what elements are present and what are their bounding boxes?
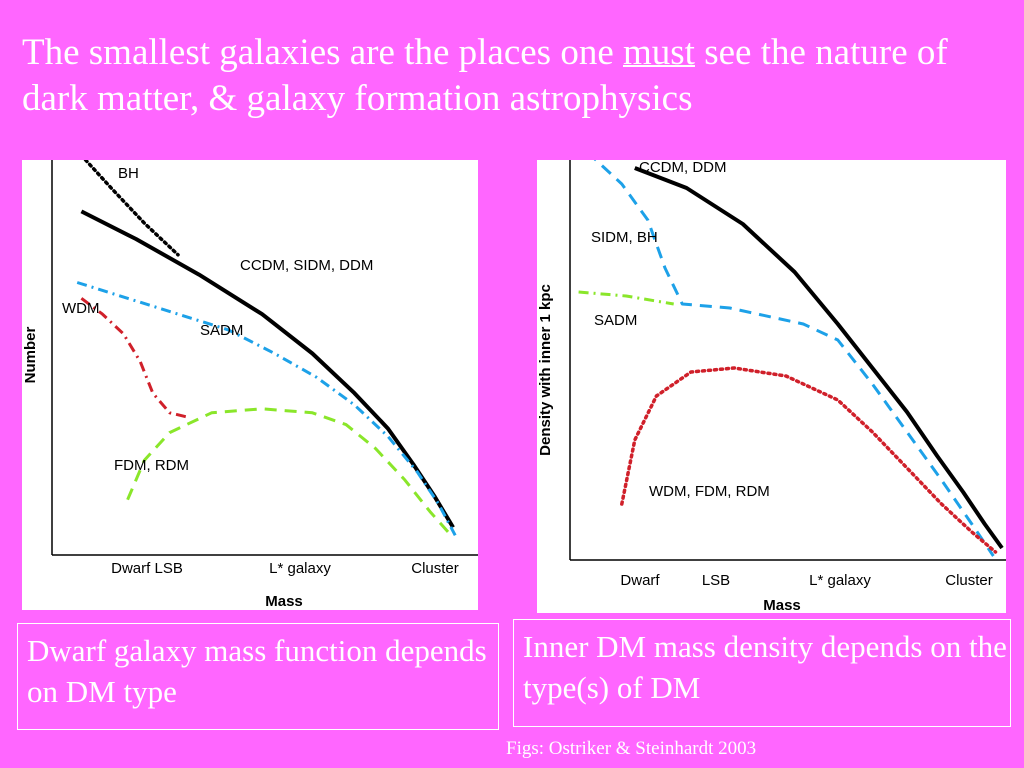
mass-function-plot: BH CCDM, SIDM, DDM WDM SADM FDM, RDM Dwarf LS… [22,160,478,610]
x-tick-label-cluster: Cluster [411,560,459,577]
series-label-sidm-bh: SIDM, BH [591,229,658,246]
series-label-fdm-rdm: FDM, RDM [114,457,189,474]
title-part-2: see the nature of dark matter, & galaxy … [22,32,948,119]
series-label-wdm-fdm-rdm: WDM, FDM, RDM [649,483,770,500]
series-line-wdm [80,297,187,419]
series-line-fdm-rdm [126,407,453,537]
mass-function-chart: BH CCDM, SIDM, DDM WDM SADM FDM, RDM Dwarf LS… [22,160,478,610]
x-axis-label: Mass [763,597,801,613]
series-line-bh [83,160,180,257]
caption-right: Inner DM mass density depends on the typ… [513,619,1011,727]
series-label-ccdm-ddm: CCDM, DDM [639,160,727,176]
series-line-ccdm-ddm [634,166,1004,550]
x-tick-label-cluster: Cluster [945,572,993,589]
slide-title: The smallest galaxies are the places one… [22,30,1022,122]
series-label-sadm: SADM [594,312,637,329]
series-label-ccdm-sidm-ddm: CCDM, SIDM, DDM [240,257,373,274]
x-tick-label-lsb: LSB [702,572,730,589]
inner-density-chart: CCDM, DDM SIDM, BH SADM WDM, FDM, RDM Dwarf L… [537,160,1006,613]
series-label-bh: BH [118,165,139,182]
series-line-sadm [76,281,457,537]
x-tick-label-l-galaxy: L* galaxy [809,572,871,589]
x-tick-label-l-galaxy: L* galaxy [269,560,331,577]
series-label-sadm: SADM [200,322,243,339]
x-tick-label-dwarf-lsb: Dwarf LSB [111,560,183,577]
title-part-1: The smallest galaxies are the places one [22,32,623,73]
series-line-sidm-bh [593,160,995,557]
series-line-ccdm-sidm-ddm [80,209,455,529]
x-axis-label: Mass [265,593,303,610]
y-axis-label: Density with inner 1 kpc [537,284,554,456]
series-label-wdm: WDM [62,300,100,317]
caption-left: Dwarf galaxy mass function depends on DM… [17,623,499,730]
inner-density-plot: CCDM, DDM SIDM, BH SADM WDM, FDM, RDM Dwarf L… [537,160,1006,613]
x-tick-label-dwarf: Dwarf [620,572,660,589]
y-axis-label: Number [22,327,39,384]
series-line-sadm [578,290,674,306]
figure-credit: Figs: Ostriker & Steinhardt 2003 [506,738,757,759]
series-line-wdm-fdm-rdm [620,366,998,554]
title-emphasis: must [623,32,695,73]
